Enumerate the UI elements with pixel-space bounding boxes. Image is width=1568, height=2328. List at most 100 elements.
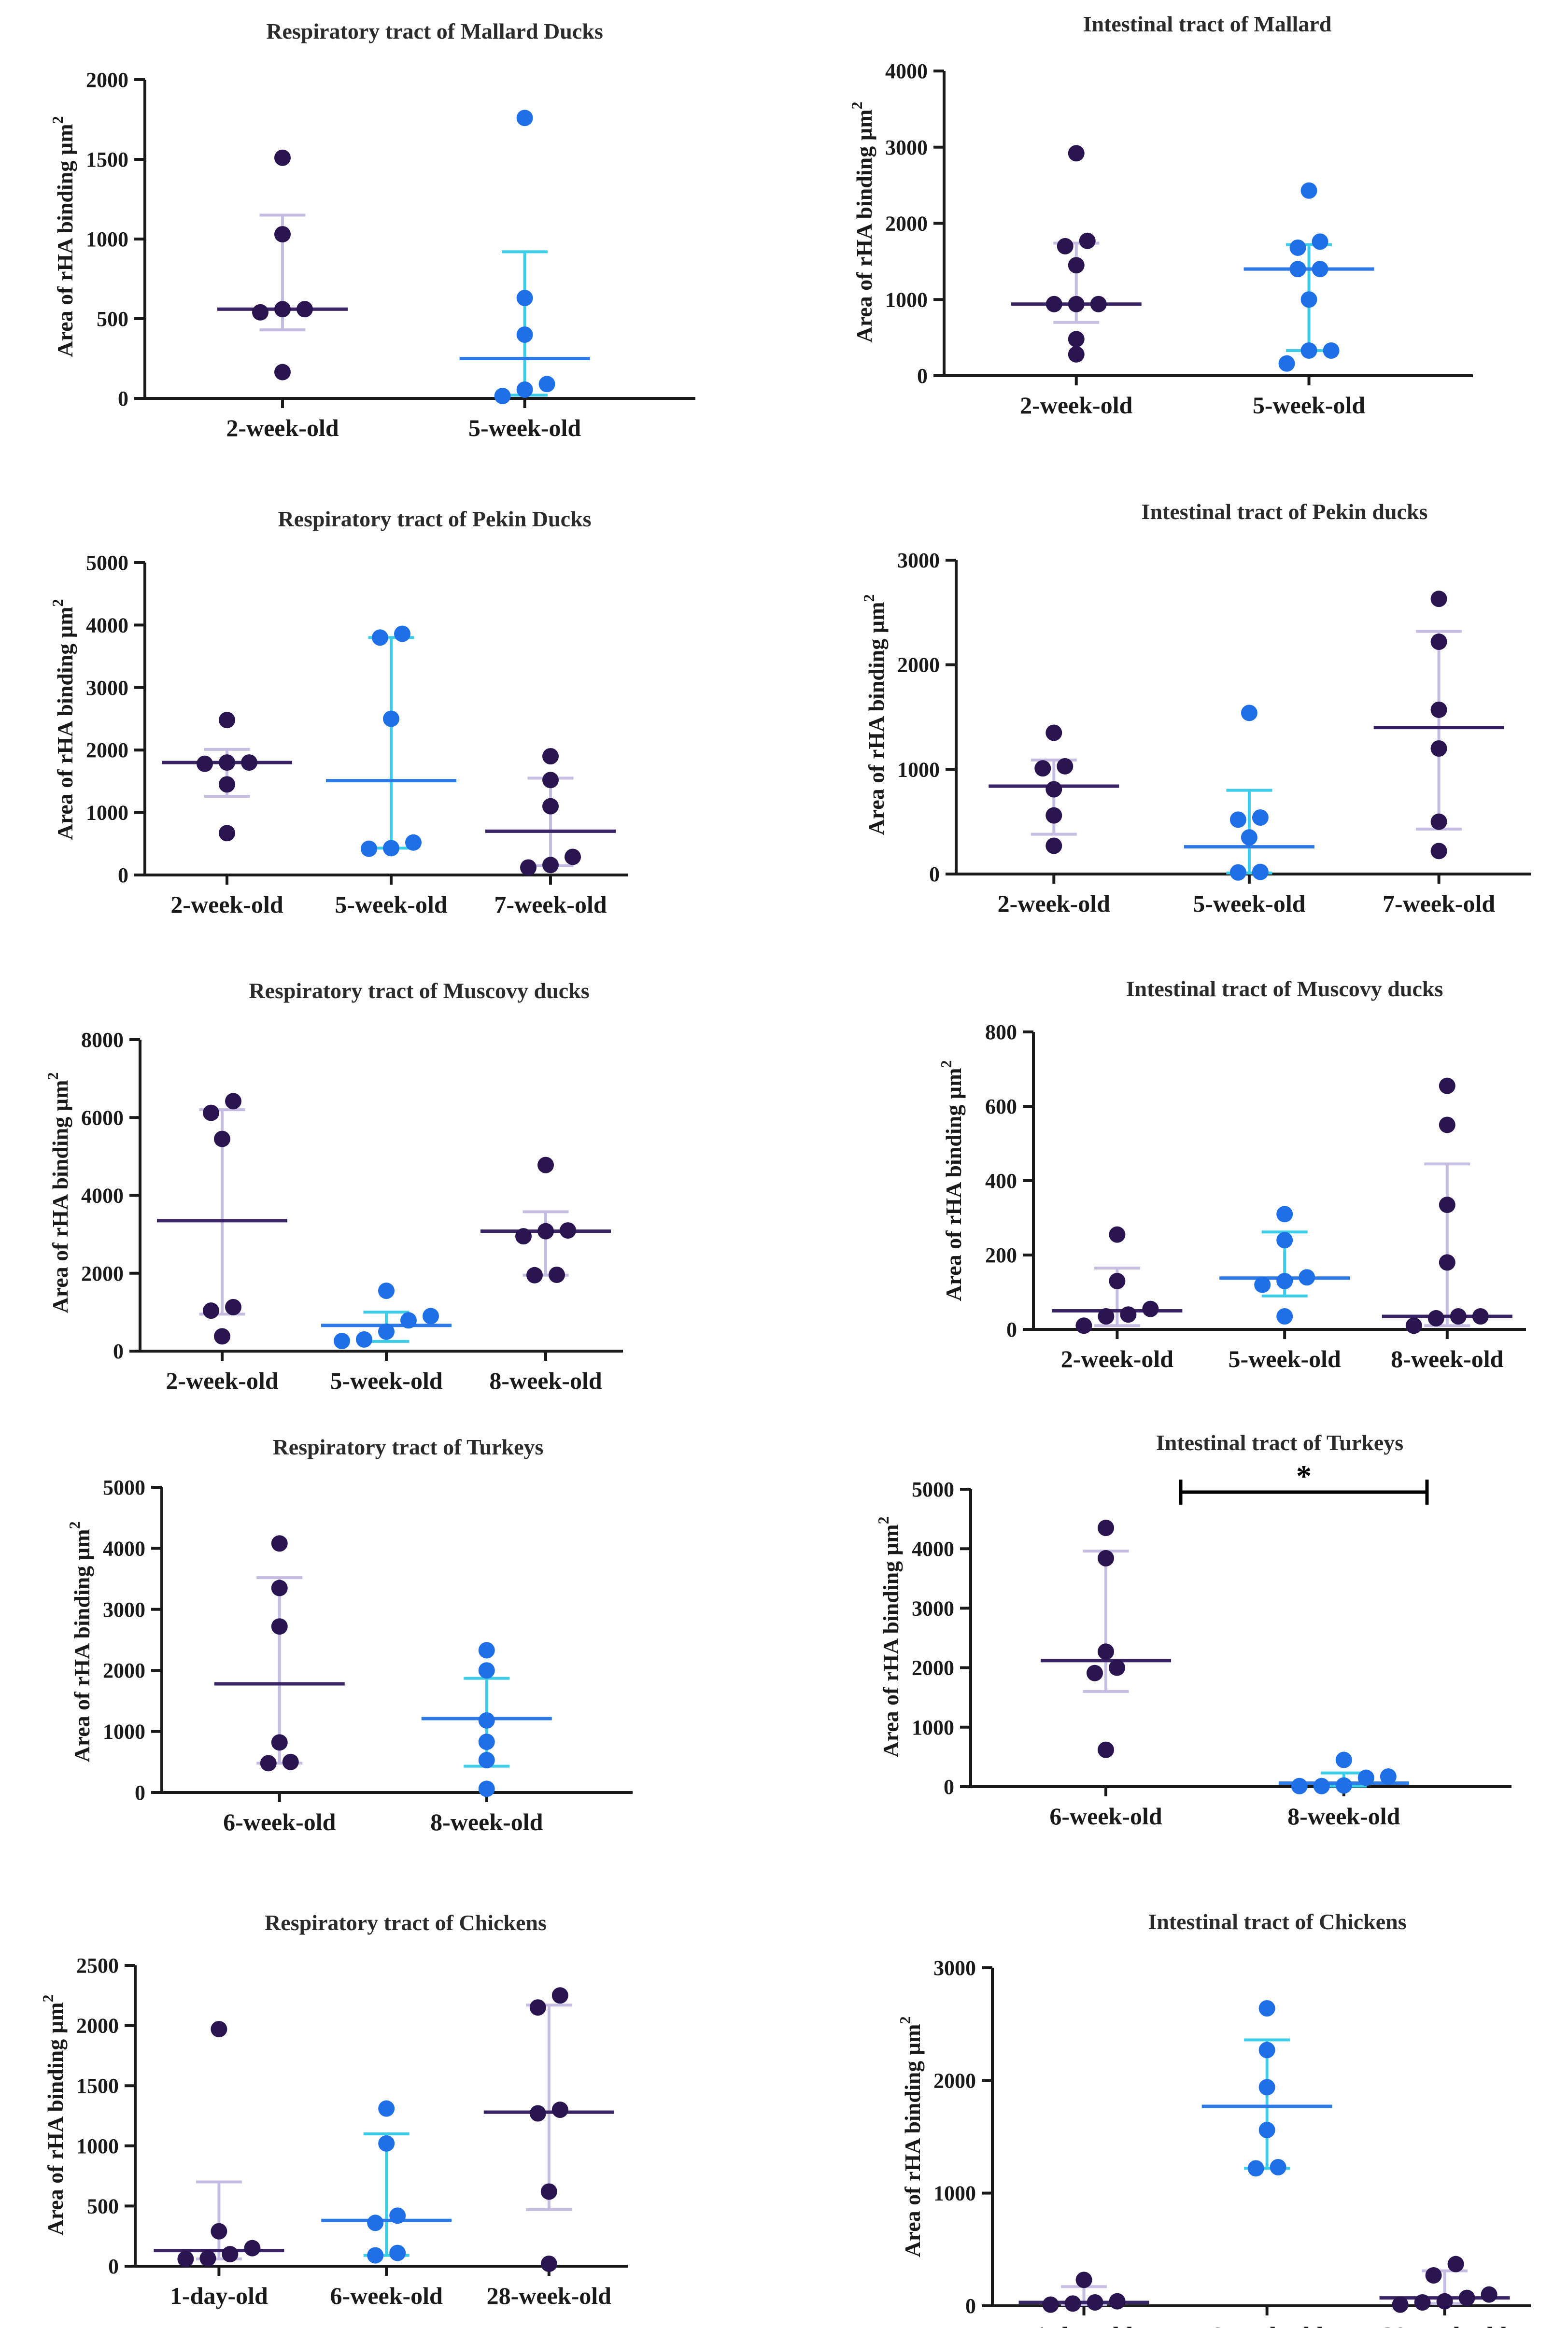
- chart-title: Respiratory tract of Chickens: [265, 1910, 547, 1935]
- x-category-label: 5-week-old: [335, 891, 447, 918]
- data-point: [551, 2102, 568, 2118]
- group-2: 5-week-old: [326, 625, 456, 918]
- data-point: [372, 629, 388, 646]
- data-point: [1075, 1317, 1092, 1334]
- data-point: [1258, 2122, 1275, 2138]
- chart-panel-6: Intestinal tract of Muscovy ducks Area of…: [937, 976, 1526, 1372]
- y-tick-label: 6000: [81, 1106, 124, 1129]
- data-point: [274, 301, 291, 318]
- data-point: [214, 1130, 230, 1147]
- y-tick-label: 1000: [103, 1720, 145, 1744]
- data-point: [1430, 843, 1447, 860]
- data-point: [1300, 291, 1317, 308]
- data-point: [526, 1267, 543, 1284]
- data-point: [1357, 1769, 1374, 1786]
- y-tick-label: 3000: [885, 136, 928, 159]
- data-point: [383, 840, 399, 857]
- y-axis-label-superscript: 2: [896, 2016, 914, 2024]
- data-point: [225, 1298, 241, 1315]
- chart-title: Intestinal tract of Turkeys: [1156, 1430, 1403, 1455]
- chart-title: Intestinal tract of Mallard: [1083, 12, 1332, 36]
- data-point: [1120, 1306, 1137, 1323]
- y-axis-label-text: Area of rHA binding µm: [43, 2002, 68, 2235]
- data-point: [274, 364, 291, 381]
- chart-title: Intestinal tract of Chickens: [1148, 1909, 1406, 1934]
- data-point: [520, 859, 537, 876]
- group-3: 8-week-old: [480, 1157, 611, 1394]
- y-axis-label-superscript: 2: [39, 1994, 57, 2002]
- x-category-label: 5-week-old: [468, 414, 581, 441]
- y-tick-label: 2000: [885, 212, 928, 236]
- data-point: [1276, 1232, 1293, 1249]
- x-category-label: 2-week-old: [226, 414, 339, 441]
- data-point: [260, 1755, 277, 1772]
- y-axis-label-text: Area of rHA binding µm: [53, 607, 77, 840]
- data-point: [199, 2250, 216, 2267]
- data-point: [1057, 758, 1074, 775]
- data-point: [241, 754, 257, 771]
- data-point: [219, 776, 235, 793]
- data-point: [1109, 1226, 1126, 1243]
- group-2: 5-week-old: [1219, 1206, 1350, 1372]
- group-1: 6-week-old: [1041, 1520, 1171, 1830]
- x-category-label: 2-week-old: [998, 890, 1110, 917]
- data-point: [271, 1618, 288, 1635]
- chart-panel-7: Respiratory tract of Turkeys Area of rHA …: [66, 1435, 633, 1835]
- data-point: [1439, 1197, 1455, 1213]
- y-axis-label: Area of rHA binding µm2: [896, 2016, 925, 2257]
- data-point: [214, 1328, 230, 1345]
- x-category-label: 8-week-old: [1391, 1345, 1503, 1372]
- y-tick-label: 2000: [912, 1656, 954, 1680]
- data-point: [271, 1580, 288, 1596]
- y-axis-label-text: Area of rHA binding µm: [900, 2024, 925, 2257]
- group-3: 28-week-old: [483, 1987, 614, 2309]
- y-tick-label: 0: [929, 862, 940, 886]
- data-point: [1098, 1643, 1114, 1660]
- group-2: 6-week-old: [321, 2100, 452, 2309]
- y-tick-label: 2000: [86, 738, 128, 762]
- y-tick-label: 0: [944, 1775, 954, 1799]
- data-point: [1258, 2079, 1275, 2096]
- x-category-label: 6-week-old: [223, 1808, 336, 1835]
- data-point: [1300, 182, 1317, 199]
- y-axis-label-superscript: 2: [49, 599, 66, 607]
- y-tick-label: 2000: [933, 2069, 976, 2092]
- y-tick-label: 0: [118, 387, 128, 410]
- data-point: [1034, 760, 1051, 777]
- data-point: [1241, 705, 1257, 721]
- x-category-label: 6-week-old: [1049, 1803, 1162, 1830]
- y-axis-label-superscript: 2: [937, 1060, 955, 1068]
- x-category-label: 8-week-old: [1287, 1803, 1400, 1830]
- y-tick-label: 2000: [86, 68, 128, 92]
- chart-panel-8: Intestinal tract of Turkeys Area of rHA b…: [875, 1430, 1511, 1830]
- data-point: [529, 2105, 546, 2122]
- y-axis-label-superscript: 2: [848, 101, 865, 109]
- group-2: 5-week-old: [1243, 182, 1374, 419]
- data-point: [1299, 1269, 1315, 1286]
- data-point: [383, 710, 399, 727]
- data-point: [542, 857, 559, 874]
- y-tick-label: 3000: [86, 676, 128, 700]
- data-point: [1392, 2296, 1409, 2313]
- x-category-label: 5-week-old: [1193, 890, 1305, 917]
- data-point: [197, 755, 213, 772]
- data-point: [516, 381, 533, 398]
- y-tick-label: 4000: [86, 613, 128, 637]
- data-point: [219, 754, 235, 771]
- y-tick-label: 600: [985, 1095, 1017, 1118]
- data-point: [478, 1752, 495, 1769]
- group-3: 8-week-old: [1382, 1077, 1512, 1372]
- data-point: [1109, 1659, 1125, 1676]
- data-point: [1430, 591, 1447, 607]
- y-tick-label: 200: [985, 1243, 1017, 1267]
- chart-panel-10: Intestinal tract of Chickens Area of rHA …: [896, 1909, 1531, 2328]
- y-tick-label: 0: [113, 1340, 124, 1363]
- data-point: [1291, 1778, 1308, 1794]
- data-point: [1258, 2042, 1275, 2059]
- data-point: [1045, 296, 1062, 312]
- data-point: [378, 2100, 395, 2117]
- data-point: [1142, 1300, 1159, 1317]
- group-1: 2-week-old: [162, 712, 292, 918]
- data-point: [1313, 1778, 1330, 1794]
